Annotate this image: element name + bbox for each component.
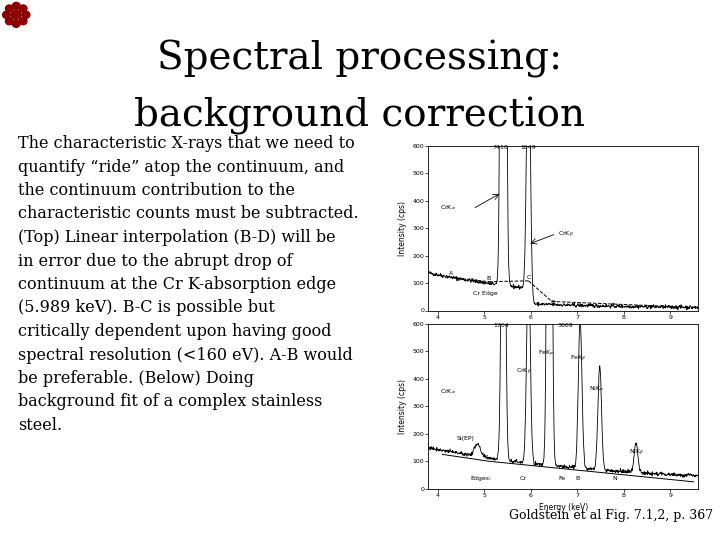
Text: 7410: 7410	[492, 145, 508, 150]
Text: CrK$_\alpha$: CrK$_\alpha$	[440, 203, 456, 212]
Text: Cr: Cr	[519, 476, 526, 481]
Circle shape	[19, 5, 27, 12]
Text: NiK$_\beta$: NiK$_\beta$	[629, 448, 644, 458]
Text: B: B	[487, 276, 491, 281]
Text: Cr Edge: Cr Edge	[472, 291, 498, 295]
Text: FeK$_\alpha$: FeK$_\alpha$	[538, 348, 554, 357]
Text: Edges:: Edges:	[470, 476, 492, 481]
Text: FeK$_\beta$: FeK$_\beta$	[570, 353, 587, 363]
Circle shape	[3, 11, 10, 18]
Text: Fe: Fe	[559, 476, 566, 481]
Circle shape	[6, 18, 13, 25]
Circle shape	[12, 20, 20, 28]
Text: A: A	[485, 455, 490, 460]
Circle shape	[19, 18, 27, 25]
Text: 1704: 1704	[493, 323, 509, 328]
Text: C: C	[526, 275, 531, 280]
Text: background correction: background correction	[135, 97, 585, 134]
Circle shape	[12, 10, 21, 19]
Text: N: N	[612, 476, 617, 481]
Text: CrK$_\alpha$: CrK$_\alpha$	[440, 387, 456, 395]
X-axis label: Energy (keV): Energy (keV)	[539, 503, 588, 512]
Text: A: A	[449, 272, 453, 276]
X-axis label: Energy (keV): Energy (keV)	[539, 325, 588, 334]
Text: NiK$_\alpha$: NiK$_\alpha$	[589, 384, 604, 393]
Y-axis label: Intensity (cps): Intensity (cps)	[398, 379, 407, 434]
Text: CrK$_\beta$: CrK$_\beta$	[558, 230, 574, 240]
Text: The characteristic X-rays that we need to
quantify “ride” atop the continuum, an: The characteristic X-rays that we need t…	[18, 135, 359, 434]
Y-axis label: Intensity (cps): Intensity (cps)	[398, 201, 407, 255]
Text: 3669: 3669	[558, 323, 574, 328]
Circle shape	[12, 2, 20, 10]
Text: 1049: 1049	[521, 145, 536, 150]
Circle shape	[22, 11, 30, 18]
Text: UW- Madison Geology  777: UW- Madison Geology 777	[33, 10, 183, 20]
Text: Spectral processing:: Spectral processing:	[158, 40, 562, 78]
Text: Goldstein et al Fig. 7.1,2, p. 367: Goldstein et al Fig. 7.1,2, p. 367	[508, 509, 713, 522]
Text: CrK$_\beta$: CrK$_\beta$	[516, 367, 531, 377]
Text: B: B	[575, 476, 580, 481]
Text: D: D	[551, 300, 556, 306]
Text: Si(EP): Si(EP)	[456, 436, 474, 441]
Circle shape	[6, 5, 13, 12]
